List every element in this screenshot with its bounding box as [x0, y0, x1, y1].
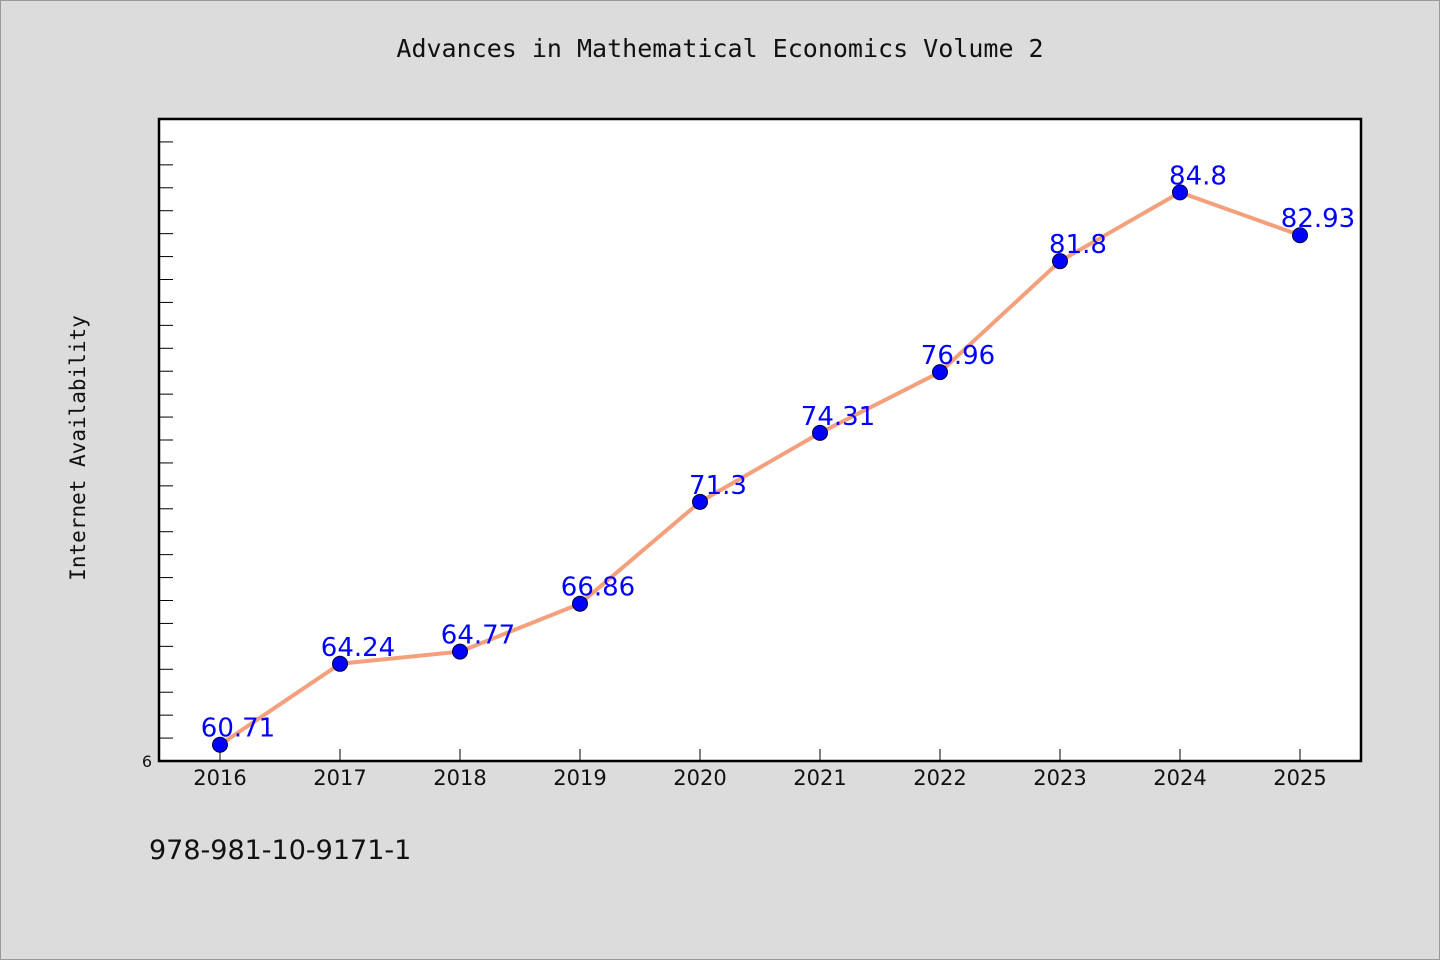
data-point — [572, 595, 588, 612]
y-tick-label: 6 — [142, 752, 152, 771]
x-tick-label: 2024 — [1153, 766, 1206, 790]
data-point — [332, 655, 348, 672]
x-tick-label: 2022 — [913, 766, 966, 790]
x-tick-label: 2018 — [433, 766, 486, 790]
series-line — [218, 190, 1301, 747]
data-point — [1052, 253, 1068, 270]
x-tick-label: 2019 — [553, 766, 606, 790]
data-label: 71.3 — [689, 471, 747, 501]
data-label: 82.93 — [1281, 204, 1355, 234]
data-point — [452, 643, 468, 660]
data-label: 64.77 — [441, 621, 515, 651]
data-point — [212, 736, 228, 753]
data-point — [932, 364, 948, 381]
data-point — [692, 493, 708, 510]
x-tick-label: 2020 — [673, 766, 726, 790]
x-tick-label: 2025 — [1273, 766, 1326, 790]
x-axis-ticks — [219, 749, 1301, 761]
chart-title: Advances in Mathematical Economics Volum… — [396, 34, 1044, 63]
plot-area — [157, 117, 1363, 763]
data-point — [1172, 184, 1188, 201]
data-label: 76.96 — [921, 341, 995, 371]
data-label: 81.8 — [1049, 230, 1107, 260]
data-label: 84.8 — [1169, 161, 1227, 191]
data-point — [1292, 227, 1308, 244]
data-markers — [212, 184, 1308, 753]
data-point — [812, 424, 828, 441]
y-axis-ticks — [159, 118, 173, 762]
x-tick-label: 2021 — [793, 766, 846, 790]
isbn-text: 978-981-10-9171-1 — [149, 835, 412, 866]
x-axis-labels: 2016 2017 2018 2019 2020 2021 2022 2023 2024 2025 — [193, 766, 1326, 790]
data-label: 60.71 — [201, 714, 275, 744]
data-label: 74.31 — [801, 402, 875, 432]
data-label: 64.24 — [321, 633, 395, 663]
data-label: 66.86 — [561, 573, 635, 603]
data-labels: 60.71 64.24 64.77 66.86 71.3 74.31 76.96 81.8 84… — [201, 161, 1355, 743]
x-tick-label: 2023 — [1033, 766, 1086, 790]
x-tick-label: 2017 — [313, 766, 366, 790]
x-tick-label: 2016 — [193, 766, 246, 790]
